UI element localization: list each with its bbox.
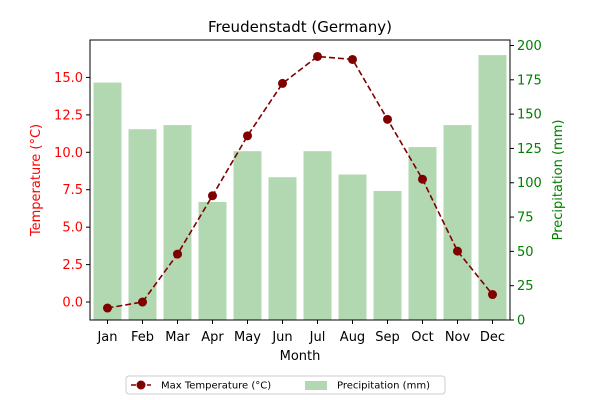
left-axis-label: Temperature (°C) [29,124,44,237]
plot-frame [89,39,511,321]
temperature-point-mar [173,249,182,259]
bar-dec [478,55,507,321]
left-tick-label: 5.0 [62,221,83,236]
x-tick-label-mar: Mar [165,330,190,345]
legend-label-precipitation: Precipitation (mm) [337,381,430,392]
legend-label-temperature: Max Temperature (°C) [161,381,271,392]
x-tick-label-dec: Dec [480,330,505,345]
temperature-point-oct [418,174,427,184]
x-tick-label-feb: Feb [131,330,154,345]
bar-jul [303,151,332,320]
legend-marker-swatch [136,380,146,390]
right-tick-label: 50 [517,245,534,260]
x-tick-label-aug: Aug [340,330,365,345]
x-tick-label-jul: Jul [309,330,326,345]
temperature-line [107,55,494,309]
left-tick-label: 7.5 [62,183,83,198]
bar-jun [268,177,297,320]
temperature-point-may [243,131,252,141]
left-tick-label: 0.0 [62,296,83,311]
right-tick-label: 0 [517,314,525,329]
left-tick-label: 15.0 [54,71,83,86]
chart-title: Freudenstadt (Germany) [208,18,392,36]
legend-box [125,375,446,395]
temperature-point-dec [488,290,497,300]
right-tick-label: 75 [517,211,534,226]
temperature-point-jan [103,303,112,313]
x-tick-label-sep: Sep [375,330,400,345]
left-tick-label: 12.5 [54,108,83,123]
temperature-point-aug [348,54,357,64]
temperature-point-jul [313,51,322,61]
bar-apr [198,201,227,320]
x-tick-label-nov: Nov [445,330,471,345]
right-tick-label: 125 [517,142,542,157]
bar-aug [338,174,367,320]
x-axis-label: Month [280,349,321,364]
x-tick-label-jun: Jun [271,330,292,345]
temperature-point-sep [383,114,392,124]
left-tick-label: 10.0 [54,146,83,161]
right-tick-label: 25 [517,279,534,294]
bars-layer [93,55,507,321]
temperature-point-feb [138,297,147,307]
line-layer [103,51,497,313]
left-tick-label: 2.5 [62,258,83,273]
right-tick-label: 100 [517,176,542,191]
x-tick-label-may: May [234,330,261,345]
legend: Max Temperature (°C) Precipitation (mm) [125,375,446,395]
bar-may [233,151,262,320]
legend-bar-swatch [305,381,327,390]
bar-jan [93,82,122,321]
bar-mar [163,125,192,320]
x-tick-label-apr: Apr [201,330,224,345]
bar-feb [128,129,157,320]
temperature-point-nov [453,246,462,256]
right-tick-label: 150 [517,108,542,123]
right-tick-label: 175 [517,73,542,88]
bar-nov [443,125,472,320]
temperature-point-apr [208,191,217,201]
x-tick-label-jan: Jan [96,330,117,345]
temperature-point-jun [278,78,287,88]
right-tick-label: 200 [517,39,542,54]
bar-sep [373,190,402,320]
right-axis-label: Precipitation (mm) [551,120,566,241]
bar-oct [408,147,437,320]
x-tick-label-oct: Oct [411,330,433,345]
axes-layer: 0.0 2.5 5.0 7.5 10.0 12.5 15.0 0 25 50 75 100 125 150… [54,39,542,345]
